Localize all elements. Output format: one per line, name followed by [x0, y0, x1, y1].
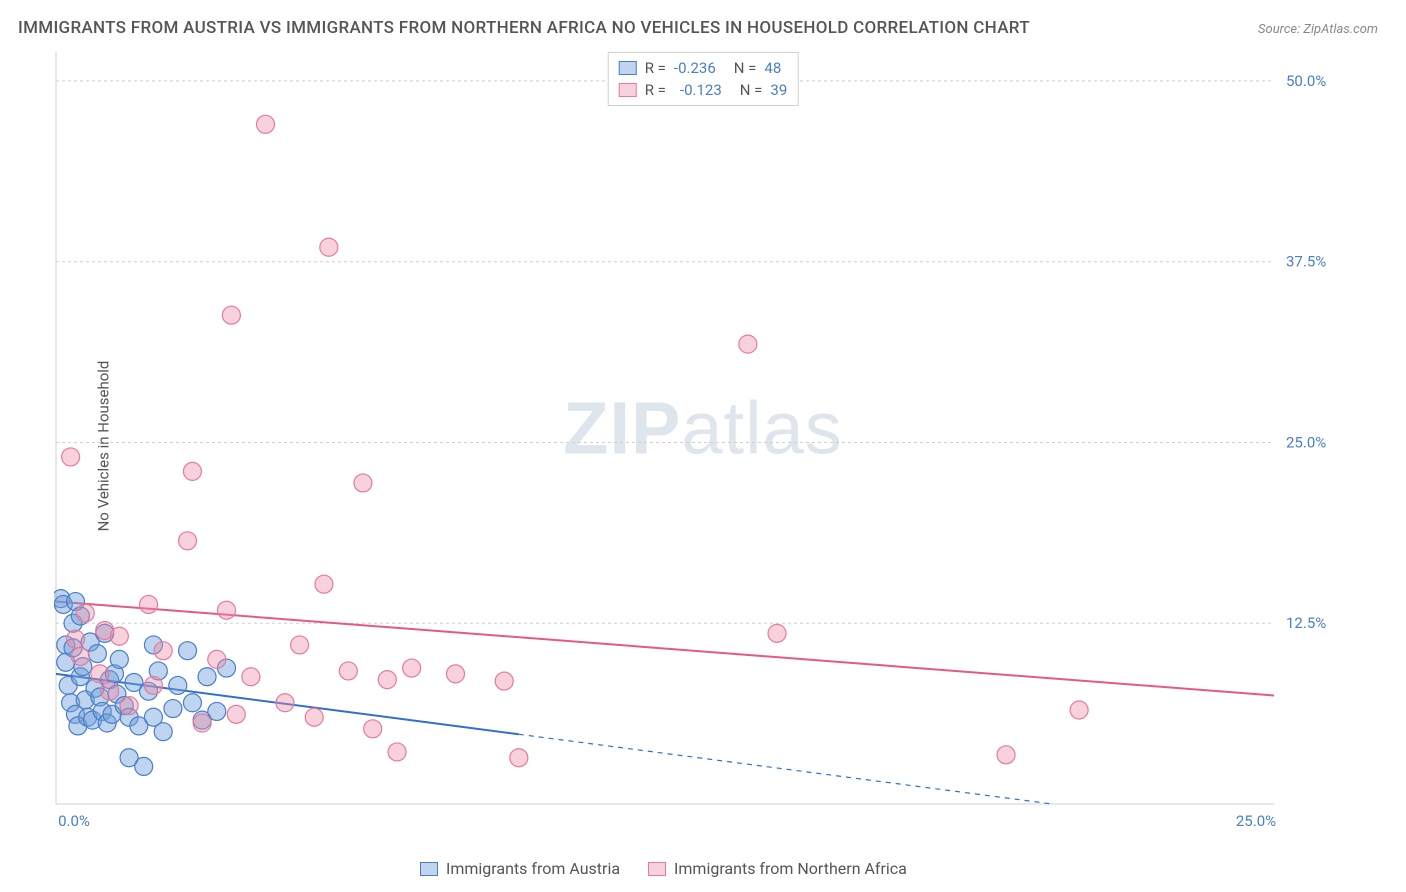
- svg-text:25.0%: 25.0%: [1236, 812, 1276, 830]
- series-legend: Immigrants from Austria Immigrants from …: [420, 859, 907, 878]
- r-label: R =: [645, 81, 666, 99]
- r-value-austria: -0.236: [674, 59, 716, 77]
- swatch-pink-icon: [619, 83, 637, 97]
- plot-area: 12.5% 25.0% 37.5% 50.0% 0.0% 25.0%: [54, 50, 1344, 834]
- n-label: N =: [740, 81, 763, 99]
- svg-text:50.0%: 50.0%: [1286, 72, 1326, 90]
- n-value-nafrica: 39: [770, 81, 787, 99]
- legend-label-austria: Immigrants from Austria: [446, 859, 620, 878]
- scatter-plot-svg: 12.5% 25.0% 37.5% 50.0% 0.0% 25.0%: [54, 50, 1344, 834]
- source-attribution: Source: ZipAtlas.com: [1258, 22, 1378, 37]
- svg-text:37.5%: 37.5%: [1286, 253, 1326, 271]
- svg-text:25.0%: 25.0%: [1286, 433, 1326, 451]
- correlation-legend-row: R = -0.123 N = 39: [619, 79, 788, 101]
- n-label: N =: [734, 59, 757, 77]
- n-value-austria: 48: [764, 59, 781, 77]
- correlation-legend-row: R = -0.236 N = 48: [619, 57, 788, 79]
- legend-item-nafrica: Immigrants from Northern Africa: [648, 859, 907, 878]
- legend-item-austria: Immigrants from Austria: [420, 859, 620, 878]
- chart-title: IMMIGRANTS FROM AUSTRIA VS IMMIGRANTS FR…: [18, 18, 1030, 38]
- svg-text:0.0%: 0.0%: [58, 812, 90, 830]
- r-value-nafrica: -0.123: [680, 81, 722, 99]
- legend-label-nafrica: Immigrants from Northern Africa: [674, 859, 907, 878]
- correlation-legend: R = -0.236 N = 48 R = -0.123 N = 39: [608, 52, 799, 106]
- swatch-pink-icon: [648, 862, 666, 876]
- r-label: R =: [645, 59, 666, 77]
- swatch-blue-icon: [619, 61, 637, 75]
- svg-text:12.5%: 12.5%: [1286, 614, 1326, 632]
- swatch-blue-icon: [420, 862, 438, 876]
